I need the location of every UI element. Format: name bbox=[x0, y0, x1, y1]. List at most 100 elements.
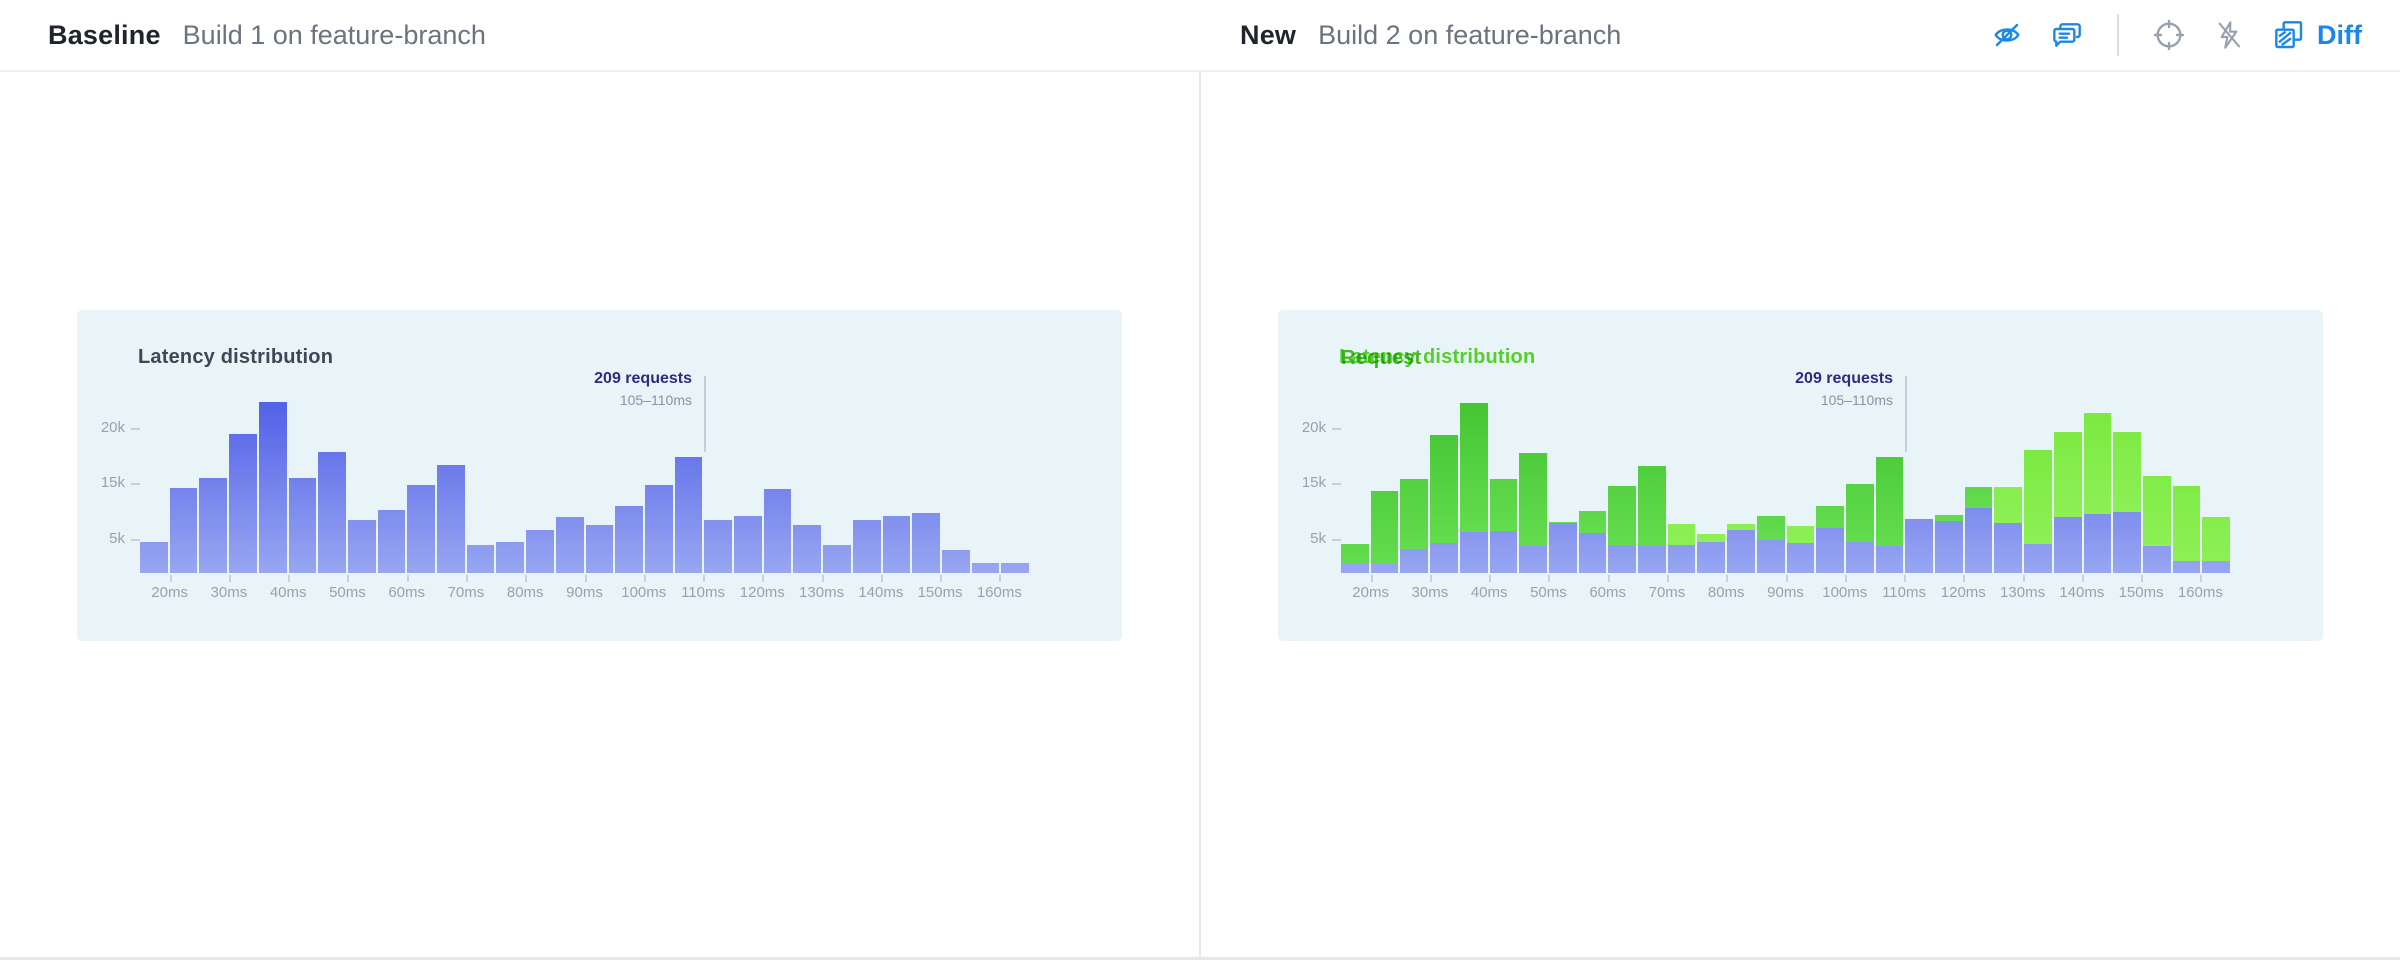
baseline-pane-title: Baseline Build 1 on feature-branch bbox=[48, 0, 486, 70]
crosshair-icon[interactable] bbox=[2153, 19, 2185, 51]
unchanged-segment bbox=[1608, 545, 1637, 573]
title-suffix: distribution bbox=[1423, 346, 1536, 368]
diff-highlight-segment bbox=[2083, 413, 2112, 514]
histogram-bar bbox=[971, 563, 1000, 573]
histogram-bar bbox=[644, 485, 673, 573]
unchanged-segment bbox=[1519, 546, 1547, 573]
annotation-range: 105–110ms bbox=[619, 392, 692, 408]
unchanged-segment bbox=[1964, 508, 1993, 573]
comments-icon[interactable] bbox=[2051, 19, 2083, 51]
page-bottom-border bbox=[0, 957, 2400, 960]
x-tick-dash bbox=[1429, 575, 1432, 582]
histogram-bar bbox=[1935, 515, 1963, 573]
x-tick-dash bbox=[821, 575, 824, 582]
histogram-bar bbox=[1341, 544, 1369, 573]
y-tick-dash bbox=[131, 428, 140, 430]
x-tick-label: 50ms bbox=[1530, 584, 1567, 601]
y-tick-label: 5k bbox=[1310, 530, 1326, 547]
toolbar-separator bbox=[2117, 14, 2120, 56]
histogram-bar bbox=[1548, 522, 1577, 573]
unchanged-segment bbox=[1400, 549, 1429, 573]
histogram-bar bbox=[2113, 432, 2141, 573]
unchanged-segment bbox=[1341, 564, 1369, 573]
x-tick-dash bbox=[1548, 575, 1551, 582]
histogram-bar bbox=[852, 520, 881, 573]
diff-highlight-segment bbox=[1964, 487, 1993, 508]
histogram-bar bbox=[734, 516, 762, 573]
diff-highlight-segment bbox=[1756, 516, 1785, 540]
baseline-build-name: Build 1 on feature-branch bbox=[182, 19, 486, 50]
x-tick-dash bbox=[2081, 575, 2084, 582]
unchanged-segment bbox=[2083, 514, 2112, 573]
title-baseline-word: Latency bbox=[1339, 346, 1416, 368]
hide-diff-eye-icon[interactable] bbox=[1991, 19, 2023, 51]
histogram-bar bbox=[1430, 435, 1458, 573]
y-tick-label: 15k bbox=[100, 474, 125, 491]
histogram-bar bbox=[1001, 563, 1030, 573]
histogram-bar bbox=[2053, 432, 2082, 573]
unchanged-segment bbox=[1845, 542, 1874, 573]
histogram-bar bbox=[1727, 524, 1755, 573]
lightning-off-icon[interactable] bbox=[2213, 19, 2245, 51]
x-tick-label: 30ms bbox=[210, 584, 248, 601]
diff-highlight-segment bbox=[1459, 403, 1488, 532]
x-tick-dash bbox=[2022, 575, 2025, 582]
x-tick-dash bbox=[1607, 575, 1610, 582]
unchanged-segment bbox=[1667, 545, 1696, 573]
annotation-value: 209 requests bbox=[594, 370, 692, 387]
unchanged-segment bbox=[2202, 561, 2231, 573]
histogram-bar bbox=[1816, 506, 1844, 573]
x-tick-label: 20ms bbox=[1352, 584, 1389, 601]
diff-highlight-segment bbox=[2113, 432, 2141, 512]
histogram-bar bbox=[407, 485, 436, 573]
x-tick-dash bbox=[940, 575, 943, 582]
unchanged-segment bbox=[1935, 521, 1963, 573]
x-tick-label: 40ms bbox=[1470, 584, 1508, 601]
diff-highlight-segment bbox=[2024, 450, 2052, 544]
histogram-bar bbox=[229, 434, 257, 573]
diff-highlight-segment bbox=[1430, 435, 1458, 543]
histogram-bar bbox=[555, 517, 584, 573]
x-tick-label: 160ms bbox=[976, 584, 1022, 601]
y-tick-label: 20k bbox=[1301, 419, 1326, 436]
diff-layers-icon bbox=[2273, 19, 2305, 51]
x-tick-dash bbox=[1785, 575, 1788, 582]
histogram-bar bbox=[347, 520, 376, 573]
x-tick-dash bbox=[703, 575, 706, 582]
diff-highlight-segment bbox=[1548, 522, 1577, 523]
x-tick-label: 140ms bbox=[858, 584, 904, 601]
x-tick-dash bbox=[1666, 575, 1669, 582]
x-tick-label: 130ms bbox=[2000, 584, 2046, 601]
annotation-pointer-line bbox=[1905, 376, 1907, 452]
x-tick-label: 70ms bbox=[1648, 584, 1686, 601]
x-tick-label: 80ms bbox=[506, 584, 544, 601]
diff-highlight-segment bbox=[1816, 506, 1844, 528]
unchanged-segment bbox=[1697, 542, 1726, 573]
diff-highlight-segment bbox=[1489, 479, 1518, 531]
x-tick-dash bbox=[1844, 575, 1847, 582]
x-tick-dash bbox=[169, 575, 172, 582]
diff-highlight-segment bbox=[1638, 466, 1666, 546]
histogram-bar bbox=[1994, 487, 2023, 573]
x-tick-dash bbox=[2200, 575, 2203, 582]
unchanged-segment bbox=[1459, 532, 1488, 573]
diff-highlight-segment bbox=[1667, 524, 1696, 545]
unchanged-segment bbox=[1489, 531, 1518, 573]
title-new-word: Request bbox=[1341, 347, 1422, 369]
annotation-value: 209 requests bbox=[1795, 370, 1893, 387]
x-tick-dash bbox=[643, 575, 646, 582]
x-tick-label: 130ms bbox=[799, 584, 845, 601]
unchanged-segment bbox=[1548, 523, 1577, 573]
y-tick-label: 15k bbox=[1301, 474, 1326, 491]
x-tick-label: 120ms bbox=[739, 584, 785, 601]
unchanged-segment bbox=[2142, 546, 2171, 573]
new-screenshot-chart: Latency Request distribution 5k 15k 20k 20… bbox=[1278, 310, 2323, 641]
x-tick-dash bbox=[1489, 575, 1492, 582]
x-tick-label: 80ms bbox=[1707, 584, 1745, 601]
diff-toggle[interactable]: Diff bbox=[2273, 19, 2362, 51]
diff-highlight-segment bbox=[2053, 432, 2082, 517]
histogram-bar bbox=[1786, 526, 1815, 573]
histogram-bar bbox=[1875, 457, 1904, 573]
unchanged-segment bbox=[1905, 519, 1934, 573]
